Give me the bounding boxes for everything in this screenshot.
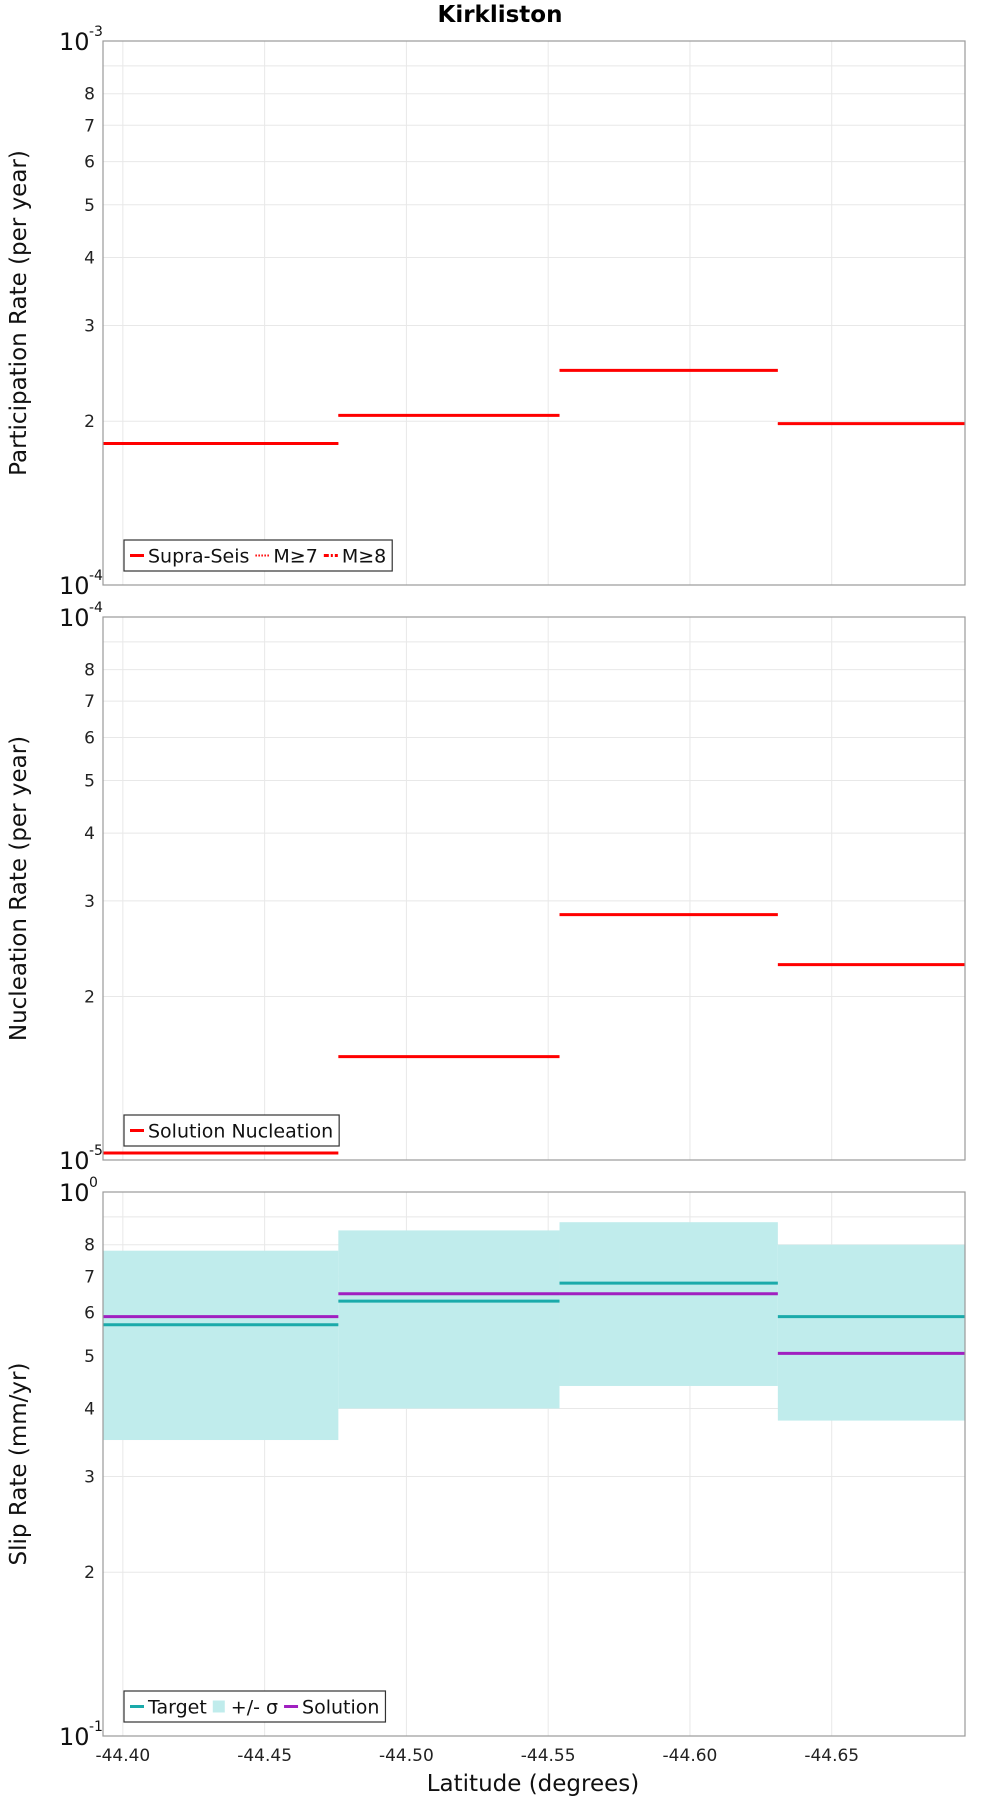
y-axis-title: Nucleation Rate (per year) <box>6 736 32 1041</box>
legend-box <box>123 539 393 572</box>
y-decade-exponent: -1 <box>89 1719 103 1735</box>
legend-label: Supra-Seis <box>148 546 249 568</box>
y-decade-label: 10 <box>59 1179 90 1207</box>
legend-label: Solution <box>302 1697 379 1719</box>
y-tick-label: 6 <box>84 153 95 173</box>
y-decade-exponent: 0 <box>89 1175 98 1191</box>
y-tick-label: 5 <box>84 196 95 216</box>
y-tick-label: 2 <box>84 412 95 432</box>
legend-label: +/- σ <box>231 1697 278 1719</box>
uncertainty-band <box>338 1230 560 1409</box>
y-tick-label: 3 <box>84 892 95 912</box>
legend: Solution Nucleation <box>123 1114 340 1147</box>
y-tick-label: 8 <box>84 661 95 681</box>
y-decade-exponent: -4 <box>89 600 103 616</box>
y-decade-label: 10 <box>59 1147 90 1175</box>
legend-swatch <box>212 1700 225 1713</box>
plot-area <box>103 41 965 585</box>
legend: Target +/- σ Solution <box>123 1690 387 1723</box>
plot-frame <box>102 616 966 1161</box>
y-decade-exponent: -4 <box>89 568 103 584</box>
x-tick-label: -44.50 <box>379 1746 434 1766</box>
y-decade-label: 10 <box>59 572 90 600</box>
legend-box <box>123 1690 387 1723</box>
plot-area <box>103 617 965 1160</box>
plot-frame <box>102 1191 966 1737</box>
y-decade-exponent: -3 <box>89 24 103 40</box>
y-tick-label: 8 <box>84 1236 95 1256</box>
y-tick-label: 3 <box>84 316 95 336</box>
legend-label: Solution Nucleation <box>148 1121 333 1143</box>
y-tick-label: 6 <box>84 728 95 748</box>
y-tick-label: 4 <box>84 248 95 268</box>
legend-label: M≥7 <box>273 546 317 568</box>
uncertainty-band <box>777 1244 965 1421</box>
y-tick-label: 3 <box>84 1467 95 1487</box>
uncertainty-band <box>559 1222 778 1386</box>
x-tick-label: -44.45 <box>237 1746 292 1766</box>
y-tick-label: 2 <box>84 988 95 1008</box>
y-decade-exponent: -5 <box>89 1143 103 1159</box>
legend: Supra-Seis M≥7 M≥8 <box>123 539 393 572</box>
y-tick-label: 4 <box>84 824 95 844</box>
y-tick-label: 7 <box>84 116 95 136</box>
y-tick-label: 6 <box>84 1304 95 1324</box>
y-tick-label: 5 <box>84 1347 95 1367</box>
x-tick-label: -44.55 <box>521 1746 576 1766</box>
y-tick-label: 7 <box>84 1267 95 1287</box>
y-axis-title: Slip Rate (mm/yr) <box>6 1363 32 1566</box>
x-tick-label: -44.60 <box>663 1746 718 1766</box>
plot-frame <box>102 40 966 586</box>
y-tick-label: 4 <box>84 1399 95 1419</box>
x-tick-label: -44.65 <box>804 1746 859 1766</box>
y-tick-label: 5 <box>84 771 95 791</box>
x-tick-label: -44.40 <box>95 1746 150 1766</box>
x-axis-title: Latitude (degrees) <box>427 1771 640 1797</box>
y-decade-label: 10 <box>59 1723 90 1751</box>
y-tick-label: 2 <box>84 1563 95 1583</box>
legend-label: M≥8 <box>342 546 386 568</box>
uncertainty-band <box>103 1250 339 1441</box>
y-decade-label: 10 <box>59 28 90 56</box>
y-decade-label: 10 <box>59 604 90 632</box>
y-tick-label: 7 <box>84 692 95 712</box>
y-tick-label: 8 <box>84 85 95 105</box>
y-axis-title: Participation Rate (per year) <box>6 150 32 476</box>
chart-title: Kirkliston <box>438 2 563 28</box>
legend-label: Target <box>147 1697 207 1719</box>
legend-box <box>123 1114 340 1147</box>
